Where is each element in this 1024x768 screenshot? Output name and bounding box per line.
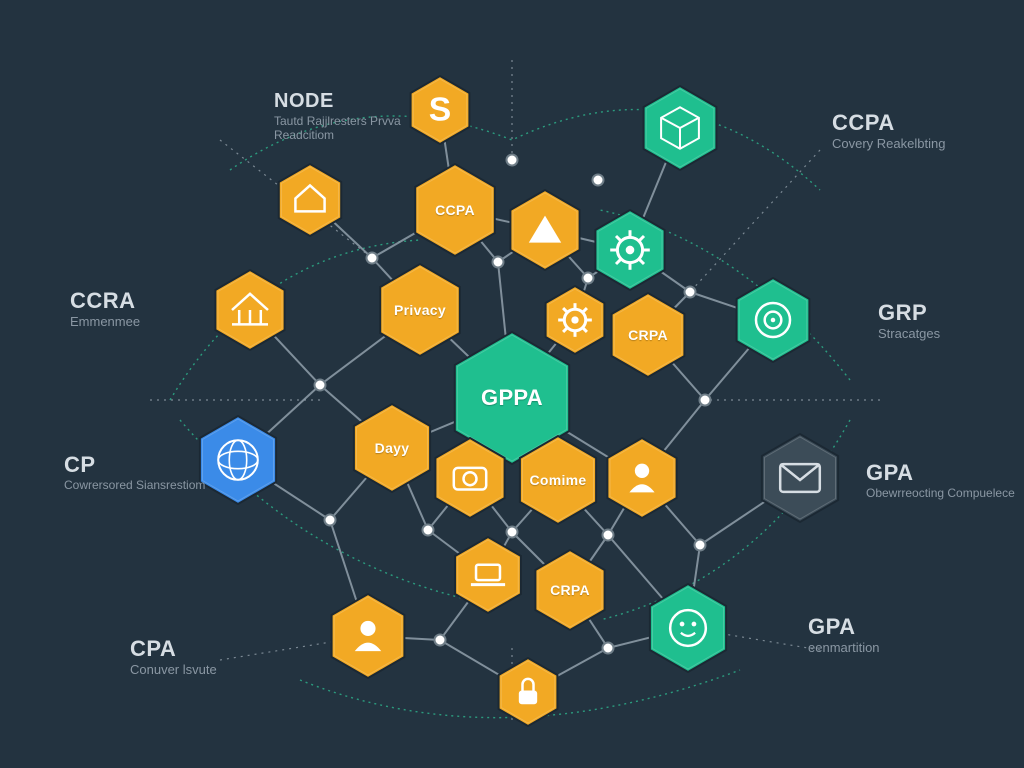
svg-text:S: S: [429, 92, 451, 129]
dollar-icon: S: [429, 92, 451, 129]
junction-dot: [603, 643, 614, 654]
junction-dot: [315, 380, 326, 391]
junction-dot: [507, 527, 518, 538]
junction-dot: [435, 635, 446, 646]
junction-dot: [493, 257, 504, 268]
junction-dot: [593, 175, 604, 186]
junction-dot: [367, 253, 378, 264]
gear-icon: [610, 230, 650, 270]
junction-dot: [423, 525, 434, 536]
junction-dot: [507, 155, 518, 166]
junction-dot: [695, 540, 706, 551]
junction-dot: [603, 530, 614, 541]
junction-dot: [325, 515, 336, 526]
diagram-stage: S GPPACCPAPrivacyCRPADayyComimeCRPANODET…: [0, 0, 1024, 768]
diagram-canvas: S: [0, 0, 1024, 768]
junction-dot: [700, 395, 711, 406]
junction-dot: [583, 273, 594, 284]
cog-icon: [558, 303, 592, 337]
junction-dot: [685, 287, 696, 298]
